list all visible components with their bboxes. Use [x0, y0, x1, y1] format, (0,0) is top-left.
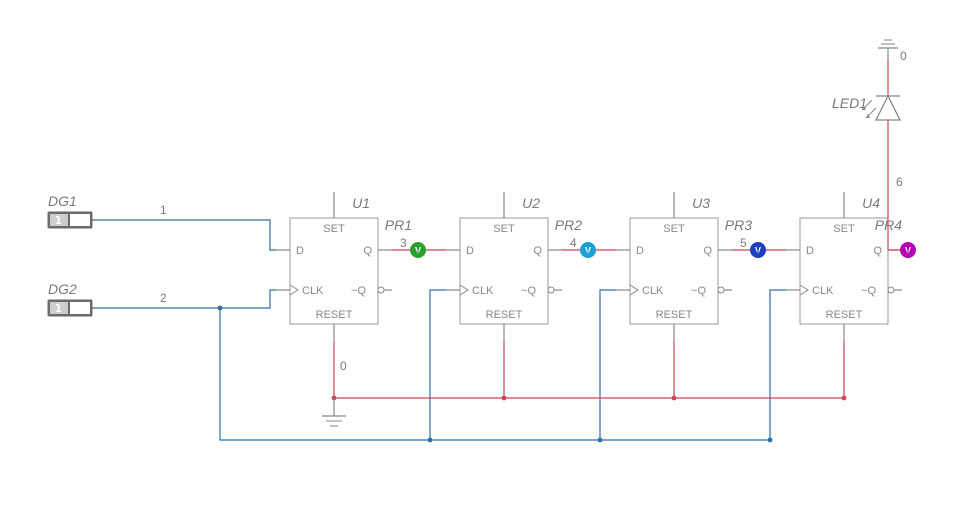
- svg-text:D: D: [806, 245, 814, 257]
- svg-text:Q: Q: [873, 245, 882, 257]
- probe-label: PR3: [725, 217, 752, 233]
- svg-text:5: 5: [740, 236, 747, 250]
- ff-label: U3: [692, 195, 710, 211]
- svg-text:~Q: ~Q: [691, 285, 706, 297]
- svg-text:SET: SET: [833, 223, 855, 235]
- svg-text:3: 3: [400, 236, 407, 250]
- svg-text:Q: Q: [363, 245, 372, 257]
- svg-text:D: D: [296, 245, 304, 257]
- flipflop-u4[interactable]: U4 SET RESET D Q CLK ~Q: [786, 192, 902, 342]
- led1[interactable]: LED1 0 6: [832, 40, 907, 189]
- svg-text:4: 4: [570, 236, 577, 250]
- flipflop-u1[interactable]: U1 SET RESET D Q CLK ~Q: [276, 192, 392, 342]
- net-6: 6: [896, 175, 903, 189]
- svg-text:SET: SET: [663, 223, 685, 235]
- dg1-value: 1: [55, 213, 62, 227]
- svg-text:0: 0: [340, 359, 347, 373]
- source-dg1[interactable]: DG1 1: [48, 193, 92, 228]
- svg-text:2: 2: [160, 291, 167, 305]
- svg-text:CLK: CLK: [812, 285, 834, 297]
- svg-text:~Q: ~Q: [861, 285, 876, 297]
- svg-text:1: 1: [160, 203, 167, 217]
- svg-text:CLK: CLK: [472, 285, 494, 297]
- dg1-label: DG1: [48, 193, 77, 209]
- svg-text:SET: SET: [323, 223, 345, 235]
- svg-text:RESET: RESET: [656, 309, 693, 321]
- flipflop-u2[interactable]: U2 SET RESET D Q CLK ~Q: [446, 192, 562, 342]
- ff-label: U2: [522, 195, 540, 211]
- svg-text:~Q: ~Q: [351, 285, 366, 297]
- svg-text:CLK: CLK: [302, 285, 324, 297]
- led1-label: LED1: [832, 95, 867, 111]
- svg-text:D: D: [636, 245, 644, 257]
- probe-label: PR1: [385, 217, 412, 233]
- flipflop-u3[interactable]: U3 SET RESET D Q CLK ~Q: [616, 192, 732, 342]
- dg2-label: DG2: [48, 281, 77, 297]
- svg-text:CLK: CLK: [642, 285, 664, 297]
- source-dg2[interactable]: DG2 1: [48, 281, 92, 316]
- probe-label: PR2: [555, 217, 582, 233]
- ff-label: U4: [862, 195, 880, 211]
- svg-text:RESET: RESET: [316, 309, 353, 321]
- ground-bottom: [322, 398, 346, 426]
- net-0-top: 0: [900, 49, 907, 63]
- svg-text:~Q: ~Q: [521, 285, 536, 297]
- dg2-value: 1: [55, 301, 62, 315]
- svg-text:RESET: RESET: [486, 309, 523, 321]
- probe-label: PR4: [875, 217, 902, 233]
- svg-text:SET: SET: [493, 223, 515, 235]
- svg-text:D: D: [466, 245, 474, 257]
- svg-text:Q: Q: [533, 245, 542, 257]
- ff-label: U1: [352, 195, 370, 211]
- schematic-canvas: DG1 1 DG2 1 U1 SET RESET D Q CLK ~Q U2 SET RESET D…: [0, 0, 970, 510]
- svg-text:RESET: RESET: [826, 309, 863, 321]
- svg-text:Q: Q: [703, 245, 712, 257]
